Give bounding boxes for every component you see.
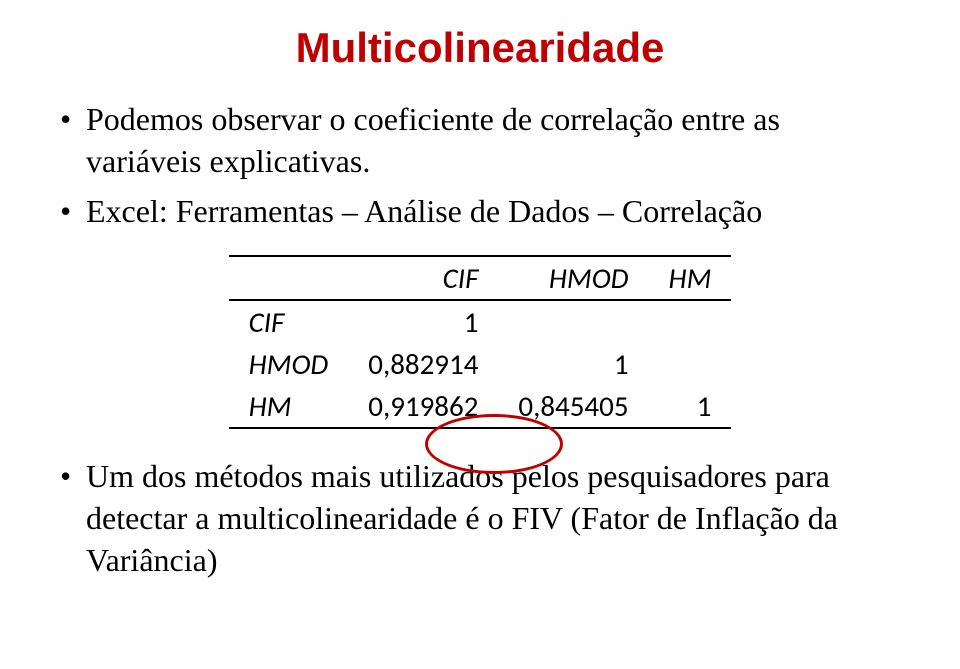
table-row-label: HMOD bbox=[229, 343, 349, 385]
bullet-3-text: Um dos métodos mais utilizados pelos pes… bbox=[86, 458, 838, 578]
correlation-table-wrap: CIF HMOD HM CIF 1 HMOD 0,882914 1 bbox=[60, 255, 900, 429]
table-row: CIF 1 bbox=[229, 300, 732, 343]
bullet-2-text: Excel: Ferramentas – Análise de Dados – … bbox=[86, 193, 762, 229]
table-cell: 0,882914 bbox=[348, 343, 498, 385]
table-row-label: HM bbox=[229, 385, 349, 428]
bullet-list-2: Um dos métodos mais utilizados pelos pes… bbox=[60, 455, 900, 582]
bullet-3: Um dos métodos mais utilizados pelos pes… bbox=[60, 455, 900, 582]
table-col-header: HMOD bbox=[498, 256, 648, 300]
table-cell: 1 bbox=[498, 343, 648, 385]
table-row-label: CIF bbox=[229, 300, 349, 343]
table-cell bbox=[498, 300, 648, 343]
table-row: HMOD 0,882914 1 bbox=[229, 343, 732, 385]
table-cell: 1 bbox=[649, 385, 732, 428]
bullet-2: Excel: Ferramentas – Análise de Dados – … bbox=[60, 190, 900, 232]
table-row: HM 0,919862 0,845405 1 bbox=[229, 385, 732, 428]
table-cell bbox=[649, 300, 732, 343]
correlation-table: CIF HMOD HM CIF 1 HMOD 0,882914 1 bbox=[229, 255, 732, 429]
bullet-1-text: Podemos observar o coeficiente de correl… bbox=[86, 101, 780, 179]
bullet-list: Podemos observar o coeficiente de correl… bbox=[60, 98, 900, 233]
table-cell: 0,919862 bbox=[348, 385, 498, 428]
table-cell: 0,845405 bbox=[498, 385, 648, 428]
table-header-row: CIF HMOD HM bbox=[229, 256, 732, 300]
bullet-1: Podemos observar o coeficiente de correl… bbox=[60, 98, 900, 182]
table-cell: 1 bbox=[348, 300, 498, 343]
slide-title: Multicolinearidade bbox=[60, 24, 900, 72]
table-col-header: HM bbox=[649, 256, 732, 300]
table-col-header: CIF bbox=[348, 256, 498, 300]
slide: Multicolinearidade Podemos observar o co… bbox=[0, 0, 960, 669]
table-header-blank bbox=[229, 256, 349, 300]
table-cell bbox=[649, 343, 732, 385]
